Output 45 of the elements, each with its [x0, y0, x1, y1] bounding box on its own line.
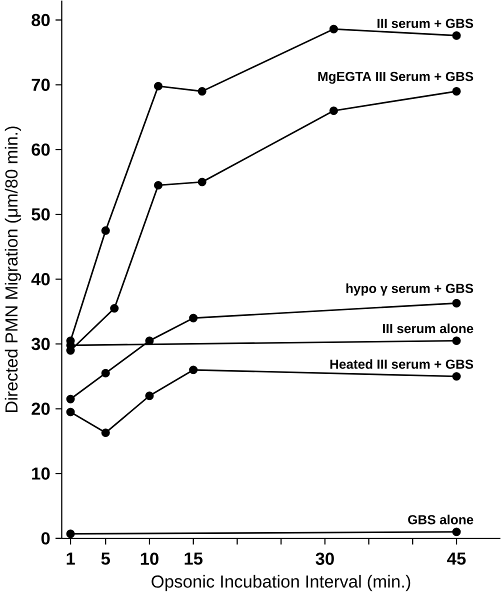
point [189, 366, 198, 374]
point [101, 428, 110, 438]
point [145, 392, 154, 400]
point [101, 226, 110, 235]
x-tick-label: 15 [184, 552, 203, 565]
series-label: Heated III serum + GBS [330, 359, 474, 369]
point [452, 336, 461, 346]
point [452, 31, 461, 40]
point [452, 298, 461, 308]
point [66, 408, 75, 416]
x-tick-label: 30 [316, 552, 334, 565]
y-tick-label: 10 [32, 467, 50, 480]
x-tick-label: 10 [140, 552, 158, 565]
point [329, 106, 338, 116]
point [198, 178, 206, 186]
y-tick-label: 70 [32, 78, 50, 91]
y-tick-label: 60 [32, 143, 50, 156]
point [154, 180, 163, 190]
point [66, 394, 75, 404]
x-axis-title: Opsonic Incubation Interval (min.) [152, 574, 410, 592]
point [452, 528, 461, 536]
y-tick-label: 30 [31, 338, 50, 350]
series-label: III serum alone [383, 324, 474, 334]
y-tick-label: 40 [31, 273, 50, 286]
x-tick-label: 5 [101, 552, 110, 565]
y-tick-label: 20 [32, 402, 50, 415]
x-tick-label: 45 [447, 552, 466, 565]
series-label: GBS alone [408, 514, 474, 524]
point [66, 530, 75, 538]
series-label: MgEGTA III Serum + GBS [318, 72, 474, 84]
point [110, 304, 119, 313]
y-tick-label: 50 [32, 208, 50, 221]
point [101, 368, 110, 378]
y-axis-title: Directed PMN Migration (μm/80 min.) [4, 126, 22, 412]
point [154, 82, 163, 90]
series-label: III serum + GBS [378, 18, 474, 28]
x-tick-label: 1 [66, 552, 75, 565]
series-label: hypo γ serum + GBS [346, 283, 474, 296]
point [198, 87, 206, 96]
point [452, 87, 461, 96]
y-tick-label: 80 [32, 14, 50, 26]
point [189, 314, 198, 322]
point [452, 372, 461, 381]
point [329, 24, 338, 34]
y-tick-label: 0 [41, 532, 50, 545]
